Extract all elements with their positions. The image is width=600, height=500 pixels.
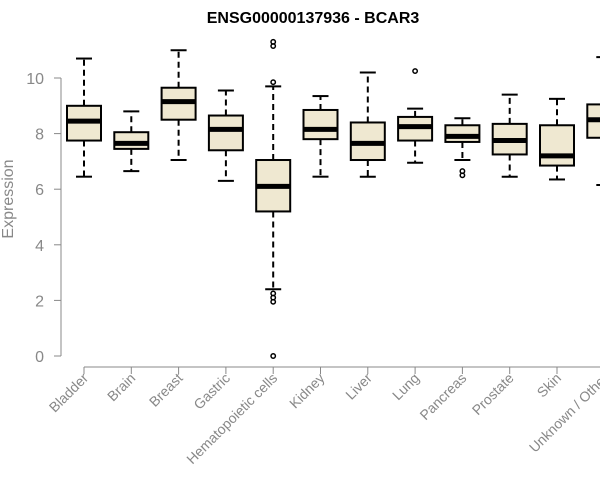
- outlier-point: [270, 290, 277, 297]
- iqr-box: [539, 124, 575, 167]
- y-tick-label: 4: [35, 238, 44, 255]
- y-tick-label: 0: [35, 349, 44, 366]
- outlier-point: [270, 353, 277, 359]
- x-tick-label: Brain: [104, 370, 138, 404]
- y-axis-title: Expression: [0, 159, 17, 238]
- outlier-point: [270, 38, 277, 45]
- x-tick-label: Pancreas: [416, 370, 469, 423]
- x-tick-label: Hematopoietic cells: [183, 370, 280, 467]
- x-tick-label: Bladder: [46, 370, 92, 416]
- y-axis: 0 2 4 6 8 10: [26, 71, 62, 366]
- box-group: [539, 97, 575, 181]
- box-group: [255, 38, 292, 359]
- x-tick-label: Breast: [146, 370, 186, 410]
- x-tick-label: Unknown / Other: [526, 370, 600, 456]
- iqr-box: [444, 124, 481, 143]
- box-group: [113, 110, 150, 173]
- iqr-box: [302, 108, 339, 141]
- box-group: [160, 49, 197, 162]
- x-tick-label: Gastric: [190, 370, 233, 413]
- y-tick-label: 2: [35, 293, 44, 310]
- box-group: [66, 57, 102, 178]
- x-tick-label: Kidney: [286, 370, 328, 412]
- box-group: [302, 95, 339, 178]
- chart-title: ENSG00000137936 - BCAR3: [207, 10, 420, 27]
- box-group: [444, 117, 481, 179]
- outlier-point: [459, 168, 466, 175]
- box-group: [491, 93, 528, 178]
- y-tick-label: 10: [26, 71, 44, 88]
- y-tick-label: 8: [35, 127, 44, 144]
- iqr-box: [207, 114, 244, 152]
- box-group: [207, 89, 244, 182]
- x-tick-label: Lung: [389, 370, 422, 403]
- x-tick-label: Liver: [342, 370, 375, 403]
- plot-area: [66, 38, 600, 359]
- y-tick-label: 6: [35, 182, 44, 199]
- box-group: [586, 56, 600, 187]
- x-tick-label: Skin: [534, 370, 565, 401]
- iqr-box: [113, 131, 150, 150]
- outlier-point: [270, 79, 277, 86]
- box-group: [397, 68, 434, 164]
- outlier-point: [412, 68, 419, 75]
- box-group: [349, 71, 386, 178]
- x-tick-label: Prostate: [469, 370, 517, 418]
